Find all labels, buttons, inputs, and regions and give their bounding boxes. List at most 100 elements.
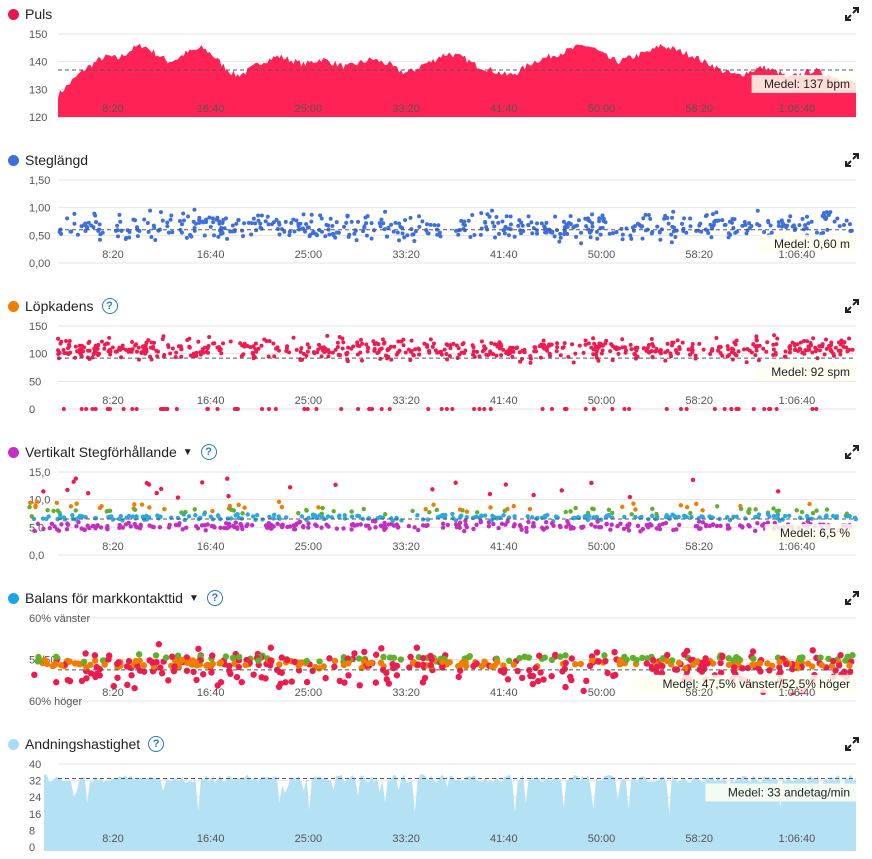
data-point — [594, 349, 599, 354]
data-point — [589, 480, 594, 486]
data-point — [134, 407, 139, 411]
data-point — [801, 227, 806, 232]
data-point — [618, 521, 623, 526]
help-icon[interactable]: ? — [206, 590, 223, 606]
x-tick-label: 25:00 — [295, 541, 323, 553]
data-point — [643, 660, 650, 667]
data-point — [364, 233, 369, 238]
data-point — [597, 219, 602, 224]
data-point — [494, 353, 499, 358]
data-point — [776, 223, 781, 228]
expand-icon[interactable] — [844, 6, 860, 22]
data-point — [74, 501, 79, 506]
x-tick-label: 33:20 — [392, 833, 420, 845]
data-point — [598, 232, 603, 237]
dropdown-caret-icon[interactable]: ▼ — [188, 592, 199, 604]
data-point — [73, 508, 78, 513]
data-point — [496, 525, 501, 531]
help-icon[interactable]: ? — [101, 298, 118, 314]
x-tick-label: 41:40 — [490, 687, 518, 699]
data-point — [157, 664, 164, 671]
data-point — [99, 339, 104, 344]
data-point — [389, 222, 394, 227]
data-point — [658, 347, 663, 352]
data-point — [171, 663, 178, 670]
help-icon[interactable]: ? — [200, 444, 217, 460]
data-point — [202, 522, 208, 528]
x-tick-label: 41:40 — [490, 395, 518, 407]
data-point — [828, 662, 836, 670]
data-point — [74, 524, 79, 529]
data-point — [134, 514, 139, 519]
dropdown-caret-icon[interactable]: ▼ — [182, 446, 193, 458]
data-point — [262, 675, 269, 682]
data-point — [654, 526, 659, 531]
y-tick-label: 0,00 — [29, 258, 50, 270]
expand-icon[interactable] — [844, 152, 860, 168]
data-point — [305, 342, 310, 347]
expand-icon[interactable] — [844, 736, 860, 752]
average-label: Medel: 33 andetag/min — [728, 786, 850, 800]
data-point — [101, 661, 108, 668]
data-point — [595, 658, 602, 665]
x-tick-label: 25:00 — [295, 249, 323, 261]
data-point — [802, 339, 807, 344]
data-point — [609, 522, 614, 527]
data-point — [688, 216, 693, 221]
data-point — [291, 217, 296, 222]
data-point — [40, 516, 46, 521]
data-point — [313, 522, 318, 527]
data-point — [31, 671, 38, 679]
expand-icon[interactable] — [844, 444, 860, 460]
data-point — [130, 347, 135, 352]
data-point — [572, 661, 579, 668]
expand-icon[interactable] — [844, 590, 860, 606]
data-point — [319, 229, 324, 234]
data-point — [477, 407, 482, 411]
data-point — [170, 230, 175, 235]
data-point — [749, 223, 754, 228]
data-point — [629, 512, 634, 517]
data-point — [228, 516, 234, 521]
data-point — [146, 338, 151, 343]
data-point — [688, 224, 693, 229]
data-point — [565, 231, 570, 236]
data-point — [846, 662, 853, 669]
expand-icon[interactable] — [844, 298, 860, 314]
help-icon[interactable]: ? — [148, 736, 165, 752]
data-point — [363, 215, 368, 220]
data-point — [684, 504, 690, 510]
data-point — [266, 407, 271, 411]
data-point — [621, 526, 627, 531]
data-point — [544, 525, 550, 530]
data-point — [271, 516, 276, 521]
data-point — [747, 221, 752, 226]
data-point — [233, 673, 241, 681]
data-point — [127, 235, 132, 240]
data-point — [622, 345, 627, 350]
data-point — [387, 407, 392, 411]
data-point — [583, 216, 588, 221]
data-point — [776, 658, 783, 666]
data-point — [557, 653, 564, 660]
data-point — [501, 228, 506, 233]
y-tick-label: 0 — [29, 404, 35, 416]
data-point — [650, 506, 655, 512]
data-point — [206, 344, 211, 349]
data-point — [450, 511, 455, 517]
data-point — [221, 341, 226, 346]
data-point — [219, 351, 224, 356]
data-point — [771, 513, 777, 519]
x-tick-label: 16:40 — [197, 541, 225, 553]
data-point — [380, 524, 385, 529]
data-point — [279, 524, 285, 530]
data-point — [764, 660, 771, 667]
data-point — [318, 213, 323, 218]
data-point — [806, 221, 811, 226]
data-point — [59, 231, 64, 236]
data-point — [505, 519, 510, 524]
data-point — [174, 652, 182, 659]
data-point — [471, 349, 476, 354]
data-point — [835, 216, 840, 221]
data-point — [410, 508, 415, 514]
